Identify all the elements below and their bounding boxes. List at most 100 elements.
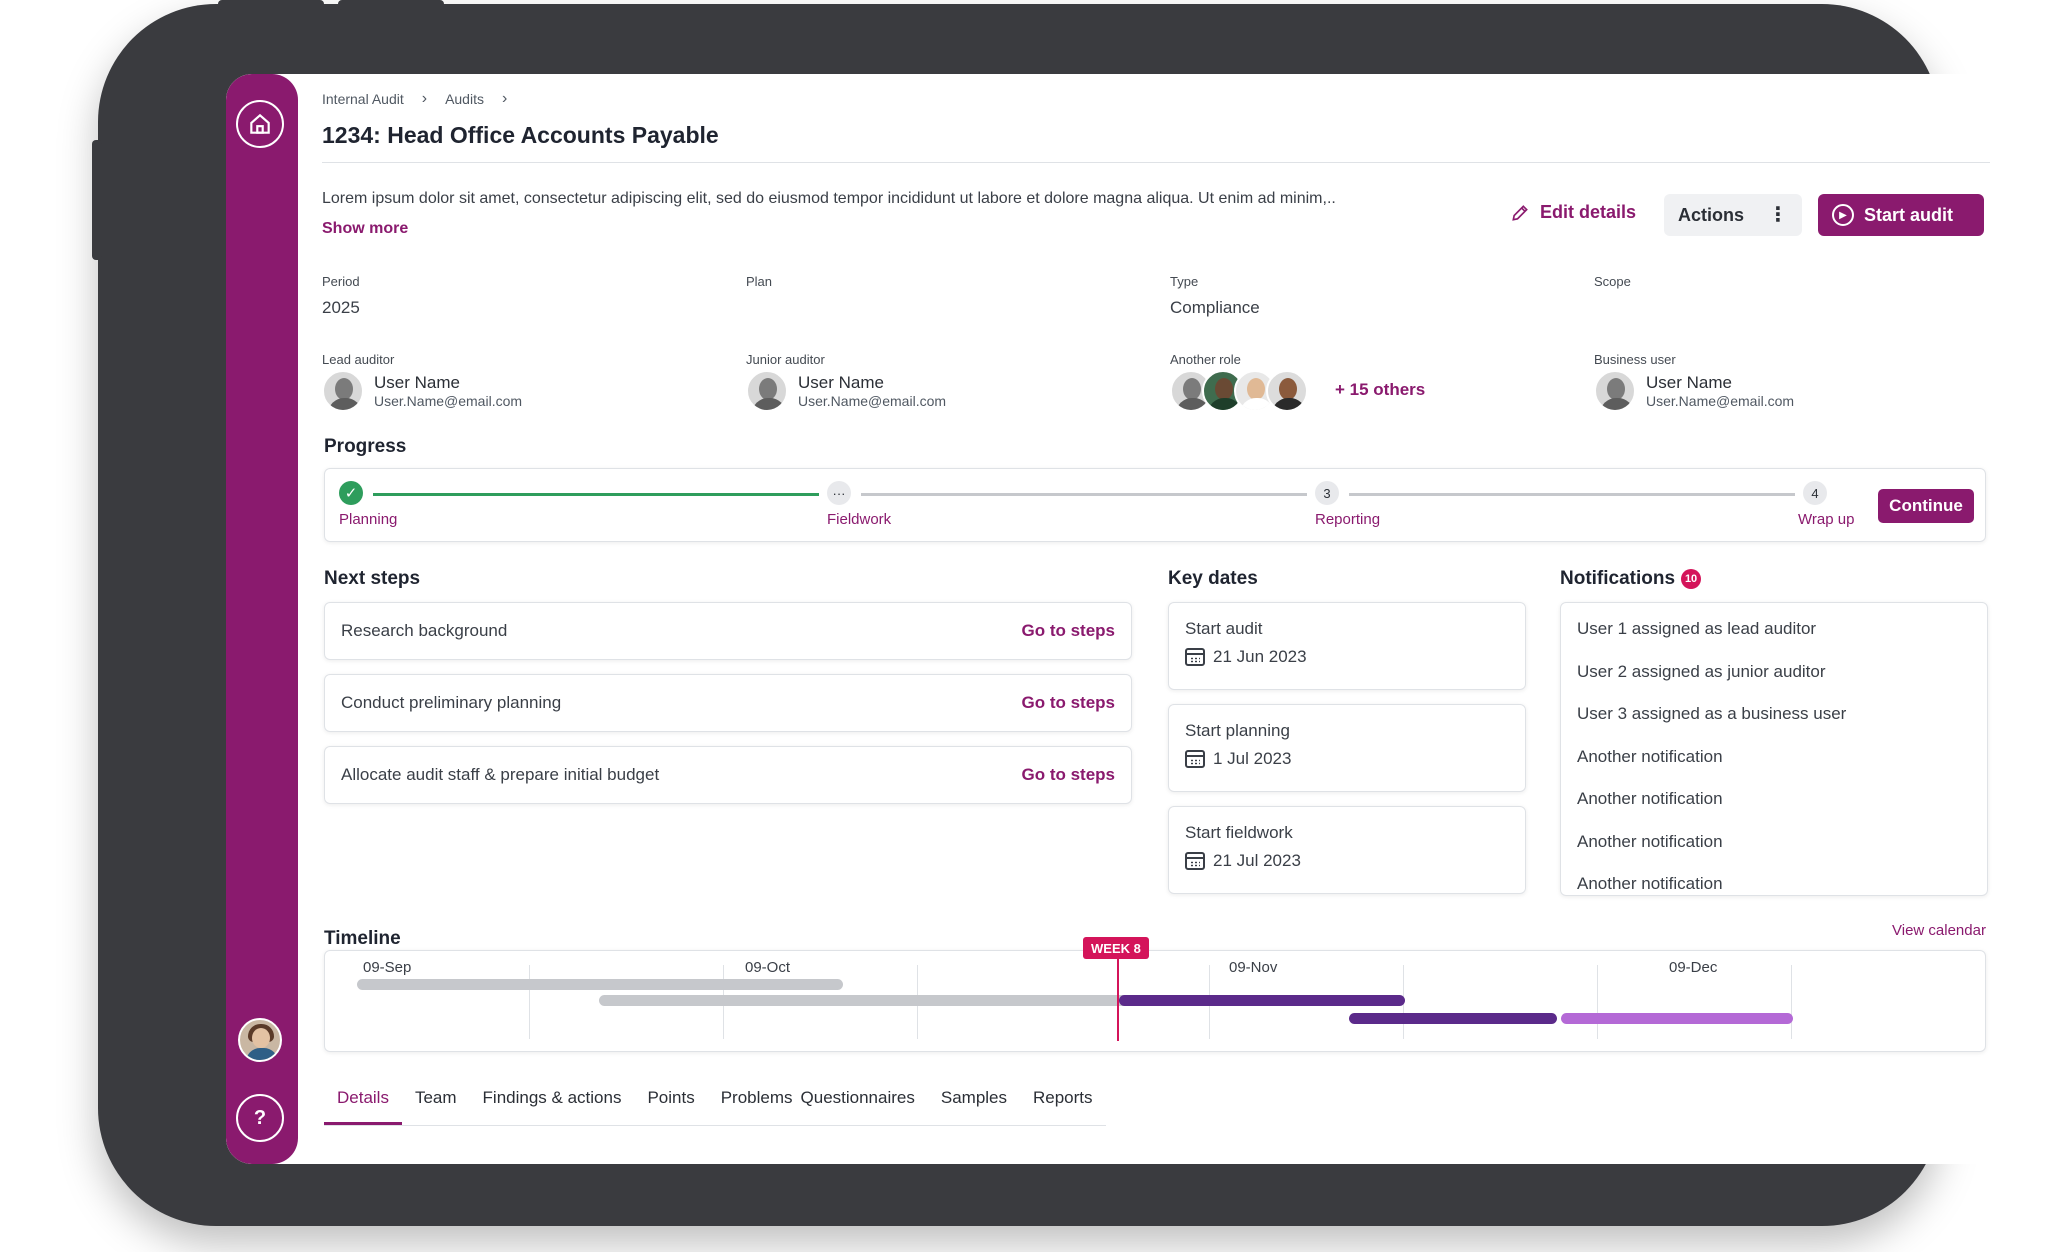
- timeline-bar[interactable]: [1119, 995, 1405, 1006]
- main-content: Internal Audit › Audits › 1234: Head Off…: [322, 74, 1990, 1164]
- tablet-frame: ? Internal Audit › Audits › 1234: Head O…: [98, 0, 2012, 1226]
- next-step-label: Allocate audit staff & prepare initial b…: [341, 765, 660, 784]
- timeline-month-label: 09-Nov: [1229, 959, 1278, 976]
- period-label: Period: [322, 274, 360, 289]
- breadcrumb-internal-audit[interactable]: Internal Audit: [322, 91, 404, 107]
- timeline-bar[interactable]: [1349, 1013, 1557, 1024]
- actions-button[interactable]: Actions ⋮: [1664, 194, 1802, 236]
- avatar: [1266, 370, 1308, 412]
- show-more-link[interactable]: Show more: [322, 220, 409, 237]
- progress-line-complete: [373, 493, 819, 496]
- breadcrumb: Internal Audit › Audits ›: [322, 90, 525, 108]
- period-value: 2025: [322, 298, 360, 317]
- edit-details-button[interactable]: Edit details: [1510, 202, 1636, 223]
- another-role-label: Another role: [1170, 352, 1241, 367]
- person-name: User Name: [798, 373, 884, 392]
- key-date-value: 21 Jul 2023: [1213, 851, 1301, 870]
- audit-description: Lorem ipsum dolor sit amet, consectetur …: [322, 190, 1336, 207]
- go-to-steps-link[interactable]: Go to steps: [1021, 621, 1115, 640]
- timeline-bar[interactable]: [357, 979, 843, 990]
- timeline-chart: 09-Sep 09-Oct 09-Nov 09-Dec WEEK 8: [324, 937, 1986, 1052]
- notification-item[interactable]: User 1 assigned as lead auditor: [1577, 619, 1817, 638]
- person-email: User.Name@email.com: [374, 393, 523, 409]
- ellipsis-icon: ···: [827, 481, 851, 505]
- next-step-card: Allocate audit staff & prepare initial b…: [324, 746, 1132, 804]
- avatar-group[interactable]: [1170, 370, 1308, 412]
- tab-findings-actions[interactable]: Findings & actions: [482, 1088, 622, 1107]
- type-value: Compliance: [1170, 298, 1260, 317]
- tab-problems[interactable]: Problems: [720, 1088, 793, 1107]
- help-icon[interactable]: ?: [236, 1094, 284, 1142]
- step-planning[interactable]: Planning: [339, 511, 398, 528]
- timeline-bar[interactable]: [599, 995, 1129, 1006]
- user-avatar[interactable]: [238, 1018, 282, 1062]
- divider: [322, 162, 1990, 163]
- device-side-button: [92, 140, 102, 260]
- continue-button[interactable]: Continue: [1878, 489, 1974, 523]
- timeline-month-label: 09-Dec: [1669, 959, 1718, 976]
- view-calendar-link[interactable]: View calendar: [1892, 922, 1986, 939]
- business-user-label: Business user: [1594, 352, 1676, 367]
- notification-item[interactable]: Another notification: [1577, 746, 1723, 766]
- chevron-right-icon: ›: [421, 90, 428, 107]
- notification-item[interactable]: Another notification: [1577, 789, 1723, 808]
- tab-samples[interactable]: Samples: [940, 1088, 1007, 1107]
- notification-item[interactable]: User 3 assigned as a business user: [1577, 704, 1847, 723]
- progress-line: [861, 493, 1307, 496]
- lead-auditor-label: Lead auditor: [322, 352, 395, 367]
- notification-item[interactable]: Another notification: [1577, 831, 1723, 851]
- tab-bar: Details Team Findings & actions Points P…: [324, 1082, 1106, 1126]
- others-count-link[interactable]: + 15 others: [1335, 380, 1426, 399]
- timeline-month-label: 09-Oct: [745, 959, 791, 976]
- person-email: User.Name@email.com: [1646, 393, 1795, 409]
- next-step-label: Research background: [341, 621, 508, 640]
- tab-questionnaires[interactable]: Questionnaires: [800, 1088, 915, 1107]
- edit-details-label: Edit details: [1540, 202, 1637, 222]
- key-date-value: 1 Jul 2023: [1213, 749, 1292, 768]
- timeline-bar[interactable]: [1561, 1013, 1793, 1024]
- check-icon: ✓: [339, 481, 363, 505]
- app-screen: ? Internal Audit › Audits › 1234: Head O…: [226, 74, 2012, 1164]
- current-week-marker: [1117, 951, 1119, 1041]
- tab-team[interactable]: Team: [414, 1088, 457, 1107]
- go-to-steps-link[interactable]: Go to steps: [1021, 693, 1115, 712]
- key-date-value: 21 Jun 2023: [1213, 647, 1307, 666]
- notification-item[interactable]: User 2 assigned as junior auditor: [1577, 661, 1826, 681]
- business-user[interactable]: User Name User.Name@email.com: [1594, 370, 1794, 412]
- progress-line: [1349, 493, 1795, 496]
- calendar-icon: [1185, 750, 1205, 768]
- key-date-label: Start fieldwork: [1185, 823, 1293, 842]
- progress-stepper: ✓ Planning ··· Fieldwork 3 Reporting 4 W…: [324, 468, 1986, 542]
- play-icon: ▶: [1832, 204, 1854, 226]
- step-reporting[interactable]: Reporting: [1315, 511, 1381, 528]
- key-date-card: Start fieldwork 21 Jul 2023: [1168, 806, 1526, 894]
- next-step-card: Research background Go to steps: [324, 602, 1132, 660]
- next-steps-title: Next steps: [324, 568, 421, 589]
- key-date-label: Start audit: [1185, 619, 1263, 638]
- avatar: [322, 370, 364, 412]
- home-icon[interactable]: [236, 100, 284, 148]
- notifications-list[interactable]: User 1 assigned as lead auditor User 2 a…: [1560, 602, 1988, 896]
- tab-reports[interactable]: Reports: [1033, 1088, 1093, 1107]
- junior-auditor[interactable]: User Name User.Name@email.com: [746, 370, 946, 412]
- plan-label: Plan: [746, 274, 773, 289]
- timeline-gridline: [1791, 965, 1792, 1039]
- tab-details[interactable]: Details: [324, 1082, 402, 1125]
- notification-item[interactable]: Another notification: [1577, 874, 1723, 893]
- lead-auditor[interactable]: User Name User.Name@email.com: [322, 370, 522, 412]
- person-name: User Name: [374, 373, 460, 392]
- go-to-steps-link[interactable]: Go to steps: [1021, 765, 1115, 784]
- avatar: [1234, 370, 1276, 412]
- timeline-gridline: [1597, 965, 1598, 1039]
- kebab-icon: ⋮: [1768, 204, 1788, 226]
- timeline-month-label: 09-Sep: [363, 959, 412, 976]
- key-dates-title: Key dates: [1168, 568, 1258, 589]
- scope-label: Scope: [1594, 274, 1631, 289]
- step-fieldwork[interactable]: Fieldwork: [827, 511, 892, 528]
- tab-points[interactable]: Points: [647, 1088, 695, 1107]
- breadcrumb-audits[interactable]: Audits: [445, 91, 484, 107]
- start-audit-button[interactable]: ▶ Start audit: [1818, 194, 1984, 236]
- step-wrap-up[interactable]: Wrap up: [1798, 511, 1855, 528]
- key-date-card: Start planning 1 Jul 2023: [1168, 704, 1526, 792]
- page-title: 1234: Head Office Accounts Payable: [322, 122, 719, 148]
